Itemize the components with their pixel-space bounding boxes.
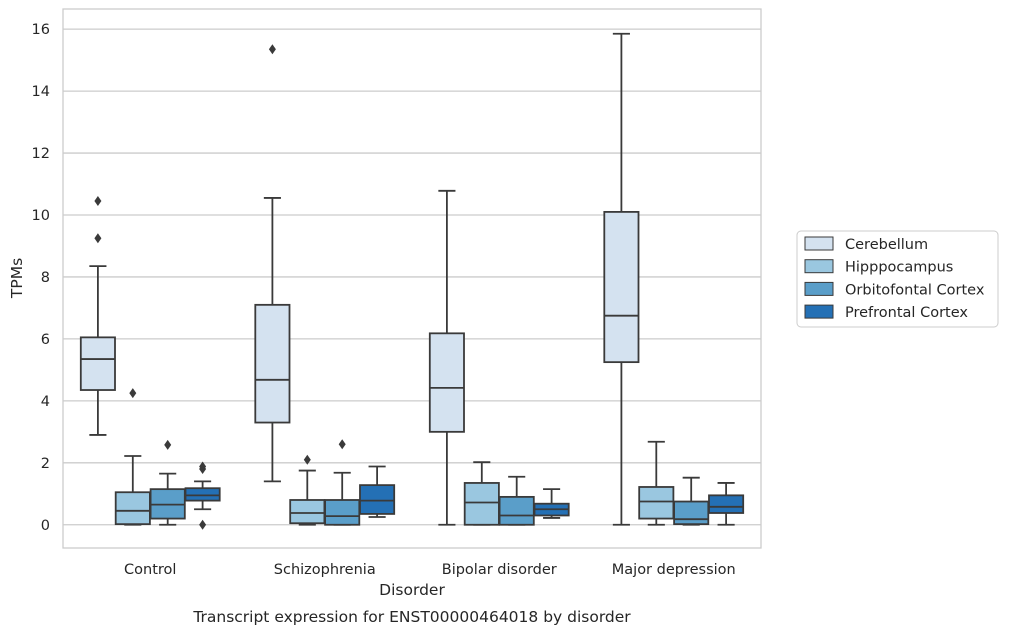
box-2-0 [428, 189, 465, 526]
box-iqr [428, 332, 465, 433]
legend-frame [796, 230, 999, 328]
box-iqr [673, 500, 710, 526]
box-iqr [638, 486, 675, 520]
box-iqr [289, 499, 326, 525]
box-iqr [708, 494, 745, 514]
legend-label: Cerebellum [845, 237, 928, 253]
plot-area [63, 9, 761, 548]
box-3-2 [673, 476, 710, 526]
y-tick-label: 0 [41, 518, 50, 534]
x-tick-label: Schizophrenia [274, 562, 376, 578]
legend-label: Orbitofontal Cortex [845, 282, 985, 298]
outlier-point [338, 439, 346, 450]
y-tick-label: 12 [32, 146, 50, 162]
y-tick-label: 14 [32, 84, 50, 100]
box-iqr [498, 495, 535, 526]
y-tick-label: 4 [41, 394, 50, 410]
outlier-point [129, 388, 137, 399]
gridlines [63, 28, 761, 526]
box-2-3 [533, 488, 570, 519]
box-iqr [603, 210, 640, 364]
legend-swatch [804, 304, 834, 319]
y-tick-label: 6 [41, 332, 50, 348]
box-1-2 [324, 439, 361, 526]
outlier-point [268, 44, 276, 55]
box-3-0 [603, 32, 640, 526]
box-iqr [324, 499, 361, 526]
x-tick-label: Control [124, 562, 176, 578]
box-iqr [463, 482, 500, 526]
box-1-0 [254, 44, 291, 483]
box-3-3 [708, 482, 745, 526]
y-tick-label: 16 [32, 22, 50, 38]
plot-frame [62, 8, 762, 549]
legend-swatch [804, 259, 834, 274]
box-1-3 [359, 465, 396, 518]
x-axis-label: Disorder [379, 581, 445, 599]
y-tick-label: 10 [32, 208, 50, 224]
y-tick-label: 8 [41, 270, 50, 286]
legend-swatch [804, 236, 834, 251]
x-tick-label: Bipolar disorder [442, 562, 557, 578]
box-groups [79, 32, 745, 530]
y-tick-labels: 0 2 4 6 8 10 12 14 16 [32, 22, 50, 534]
outlier-point [164, 439, 172, 450]
outlier-point [94, 233, 102, 244]
outlier-point [94, 196, 102, 207]
box-0-1 [114, 388, 151, 526]
box-iqr [79, 336, 116, 391]
legend: Cerebellum Hipppocampus Orbitofontal Corte… [796, 230, 999, 328]
box-iqr [114, 491, 151, 526]
outlier-point [303, 454, 311, 465]
box-2-1 [463, 461, 500, 526]
legend-swatch [804, 281, 834, 296]
legend-label: Prefrontal Cortex [845, 305, 968, 321]
y-tick-label: 2 [41, 456, 50, 472]
box-3-1 [638, 440, 675, 526]
box-iqr [184, 487, 221, 502]
outlier-point [199, 464, 207, 475]
x-tick-labels: Control Schizophrenia Bipolar disorder Majo… [124, 562, 736, 578]
box-2-2 [498, 475, 535, 526]
y-axis-label: TPMs [8, 258, 26, 299]
legend-label: Hipppocampus [845, 260, 953, 276]
outlier-point [199, 519, 207, 530]
box-iqr [359, 484, 396, 515]
box-0-0 [79, 196, 116, 436]
box-0-3 [184, 461, 221, 530]
x-tick-label: Major depression [612, 562, 736, 578]
chart-caption: Transcript expression for ENST0000046401… [192, 608, 631, 626]
box-iqr [254, 303, 291, 424]
box-0-2 [149, 439, 186, 526]
